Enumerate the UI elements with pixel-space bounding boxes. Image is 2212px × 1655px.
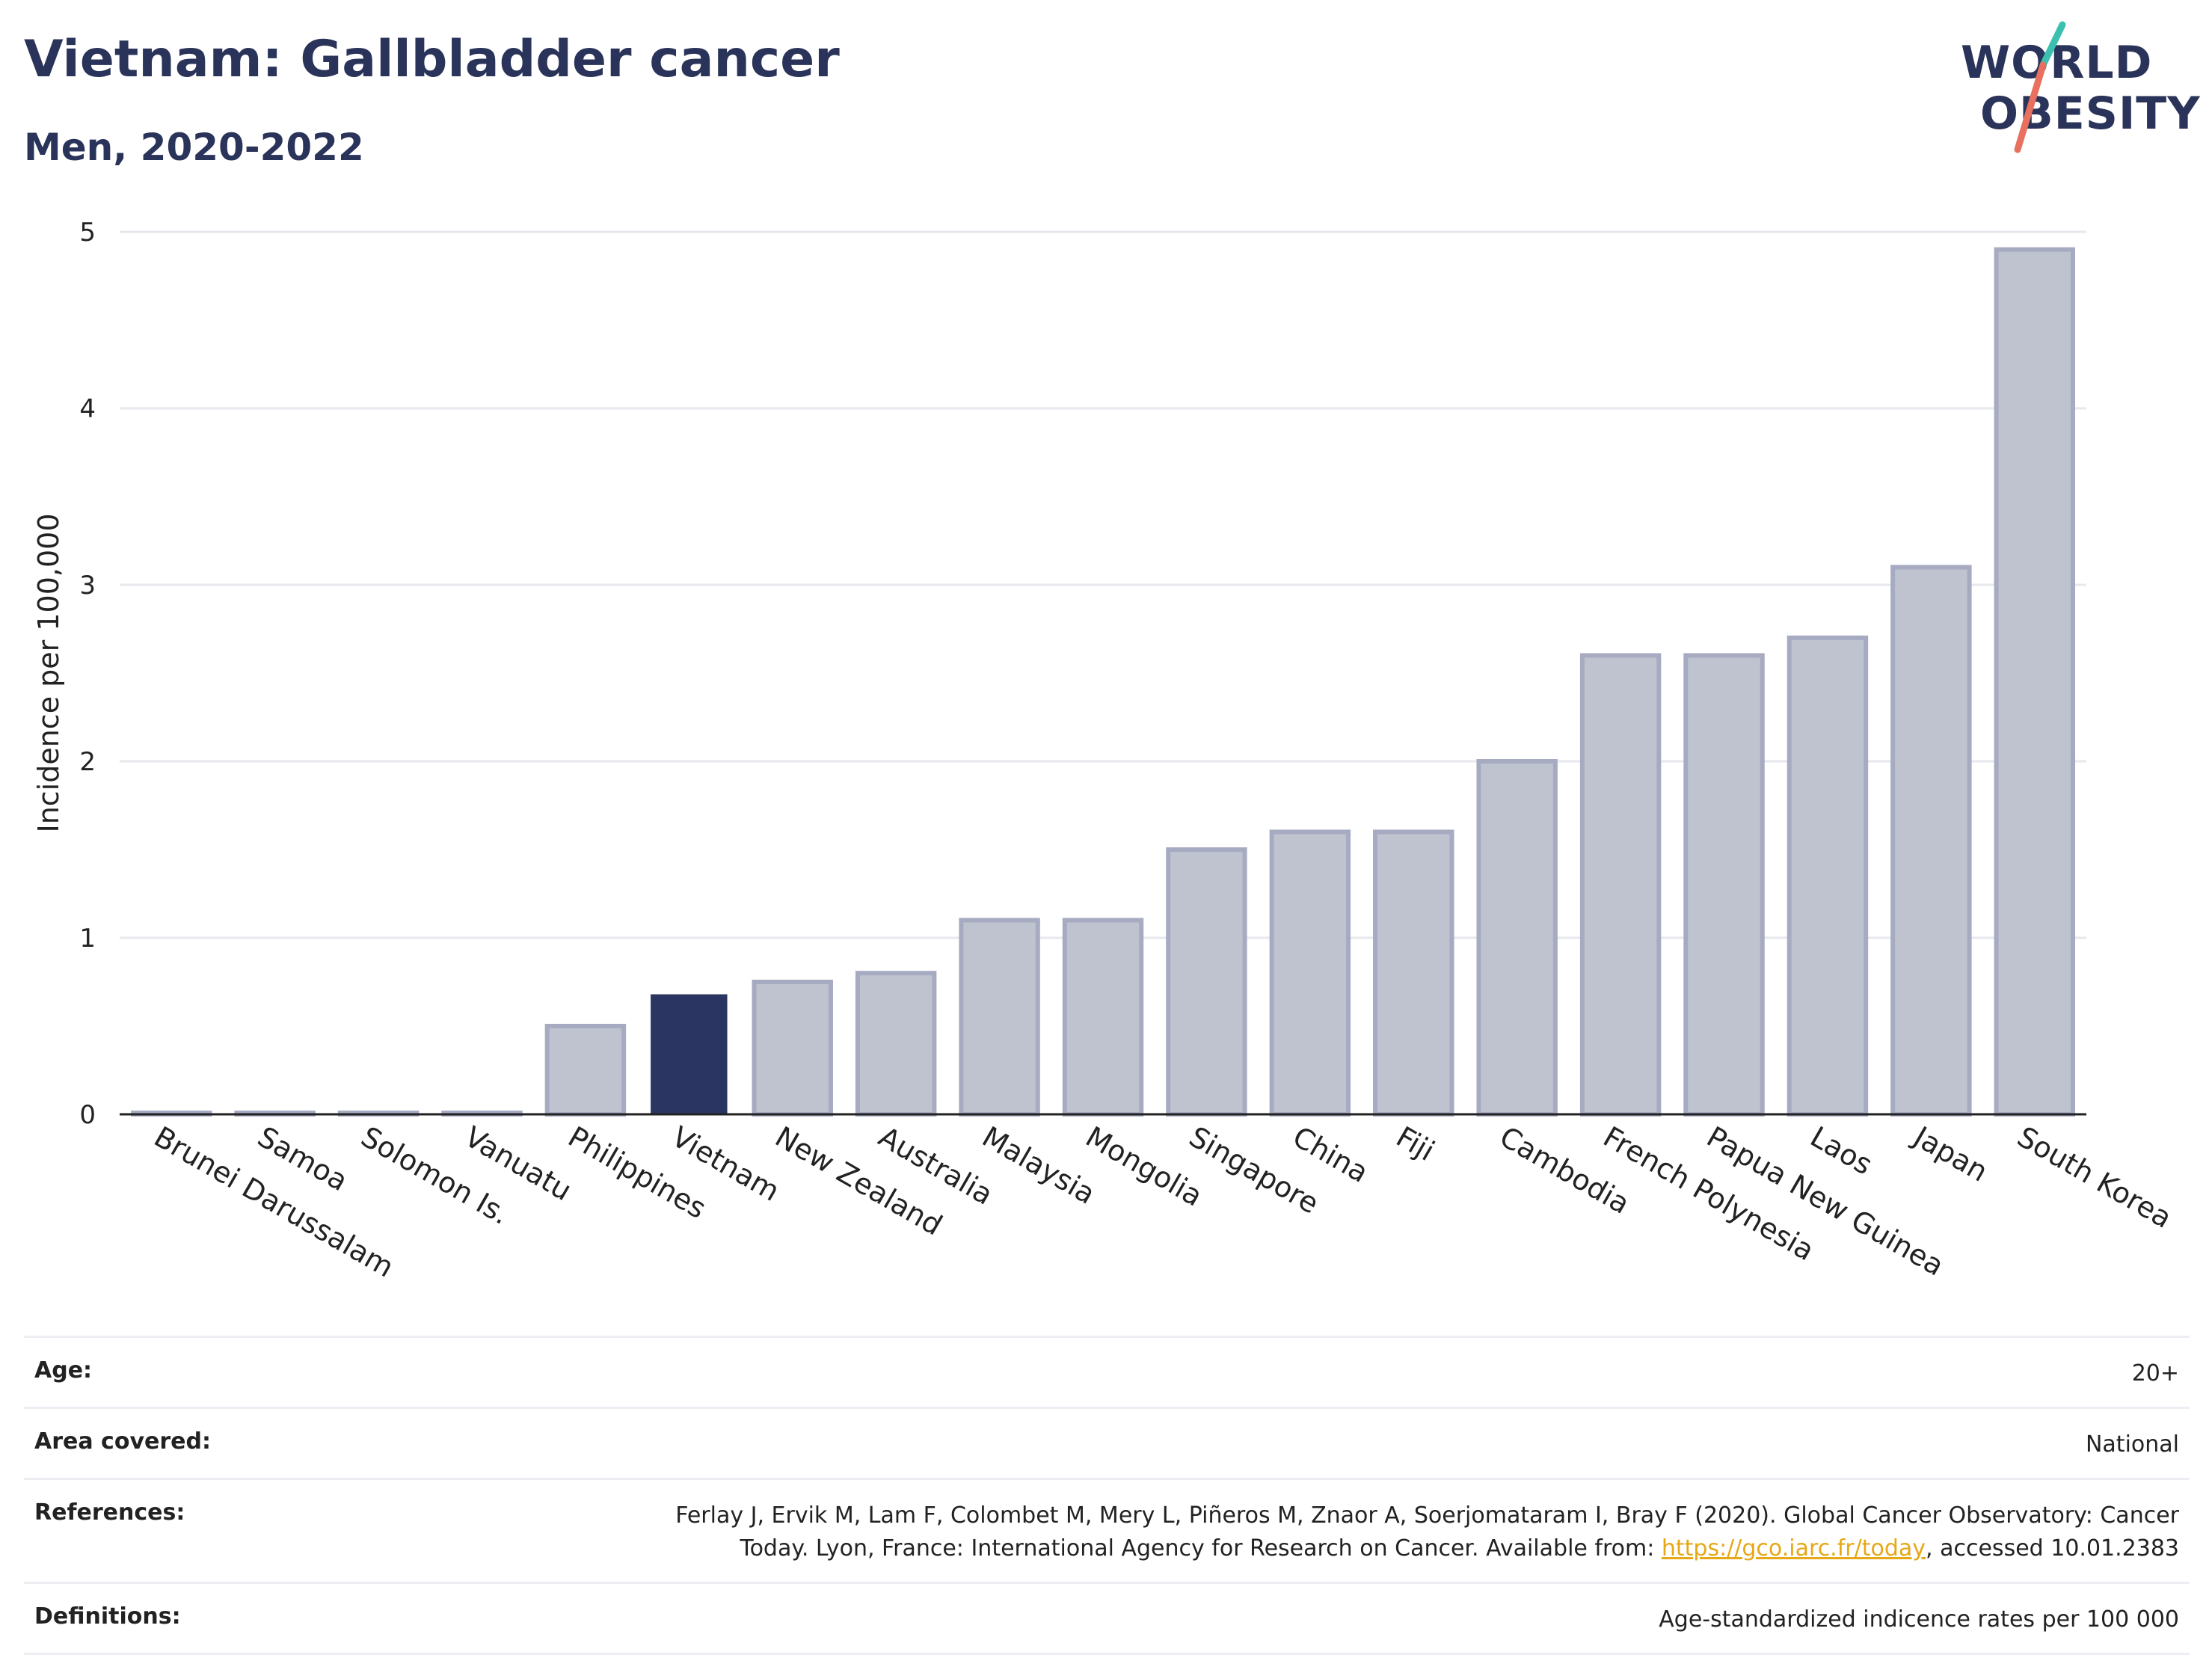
x-tick-label: Japan xyxy=(1907,1120,1994,1188)
info-label-area: Area covered: xyxy=(34,1428,211,1455)
logo-word-obesity: OBESITY xyxy=(1980,87,2201,140)
x-tick-label: Mongolia xyxy=(1081,1120,1208,1213)
info-value-references: Ferlay J, Ervik M, Lam F, Colombet M, Me… xyxy=(675,1499,2179,1565)
info-value-age: 20+ xyxy=(2131,1360,2179,1387)
chart-title: Vietnam: Gallbladder cancer xyxy=(24,30,840,89)
y-tick-label: 2 xyxy=(79,747,96,777)
info-row-age: Age: 20+ xyxy=(24,1336,2190,1407)
reference-line-2-post: , accessed 10.01.2383 xyxy=(1926,1535,2179,1562)
y-axis-label: Incidence per 100,000 xyxy=(32,513,65,832)
info-value-area: National xyxy=(2085,1431,2179,1458)
info-row-area: Area covered: National xyxy=(24,1407,2190,1478)
bar-philippines xyxy=(544,1024,627,1117)
info-label-references: References: xyxy=(34,1499,185,1526)
reference-link[interactable]: https://gco.iarc.fr/today xyxy=(1661,1535,1926,1562)
logo-word-world: WORLD xyxy=(1961,37,2153,89)
reference-line-1: Ferlay J, Ervik M, Lam F, Colombet M, Me… xyxy=(675,1502,2179,1529)
bar-cambodia xyxy=(1476,759,1558,1117)
bar-china xyxy=(1269,829,1351,1117)
info-row-definitions: Definitions: Age-standardized indicence … xyxy=(24,1582,2190,1655)
bar-singapore xyxy=(1166,847,1247,1117)
bar-malaysia xyxy=(959,918,1040,1117)
info-label-age: Age: xyxy=(34,1357,93,1384)
y-tick-label: 5 xyxy=(79,218,96,248)
bar-vietnam xyxy=(651,994,728,1114)
bar-new-zealand xyxy=(752,980,833,1117)
bar-australia xyxy=(855,971,937,1117)
bar-south-korea xyxy=(1994,247,2076,1117)
bar-laos xyxy=(1787,635,1869,1117)
x-tick-label: Laos xyxy=(1804,1120,1878,1182)
info-value-definitions: Age-standardized indicence rates per 100… xyxy=(1659,1606,2179,1633)
chart-subtitle: Men, 2020-2022 xyxy=(24,126,364,169)
x-tick-label: Malaysia xyxy=(977,1120,1101,1211)
bar-mongolia xyxy=(1062,918,1144,1117)
y-tick-label: 0 xyxy=(79,1100,96,1130)
y-tick-label: 4 xyxy=(79,394,96,424)
world-obesity-logo: WORLD OBESITY xyxy=(1952,19,2201,161)
x-tick-label: South Korea xyxy=(2012,1120,2177,1235)
bar-papua-new-guinea xyxy=(1683,653,1765,1117)
x-tick-label: Fiji xyxy=(1391,1120,1440,1167)
y-tick-label: 3 xyxy=(79,571,96,601)
bar-french-polynesia xyxy=(1579,653,1662,1117)
bar-japan xyxy=(1890,565,1972,1117)
info-table: Age: 20+ Area covered: National Referenc… xyxy=(24,1336,2190,1655)
logo-slash-icon xyxy=(2014,21,2066,153)
info-row-references: References: Ferlay J, Ervik M, Lam F, Co… xyxy=(24,1478,2190,1582)
y-tick-label: 1 xyxy=(79,924,96,954)
info-label-definitions: Definitions: xyxy=(34,1603,181,1630)
reference-line-2-pre: Today. Lyon, France: International Agenc… xyxy=(740,1535,1662,1562)
bar-fiji xyxy=(1373,829,1454,1117)
